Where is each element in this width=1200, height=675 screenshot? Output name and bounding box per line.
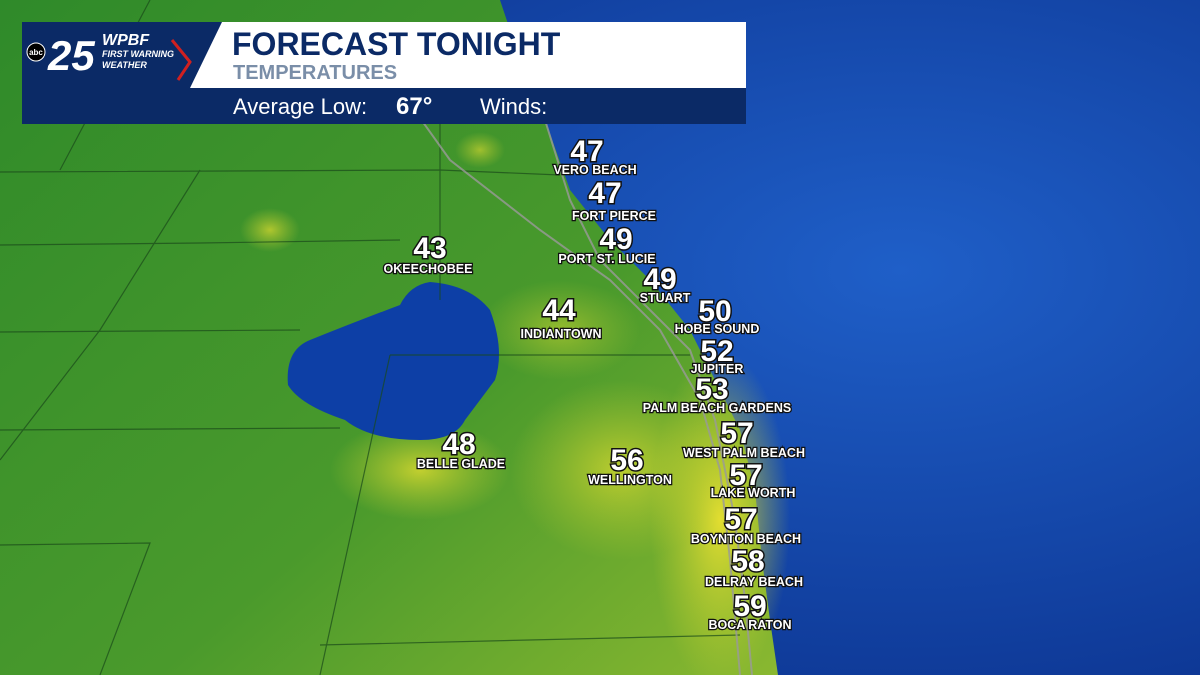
city-temperature: 53 [695,373,728,406]
city-name: HOBE SOUND [675,322,760,336]
city-temperature: 47 [588,177,621,210]
city-temperature: 49 [643,263,676,296]
city-name: BELLE GLADE [417,457,505,471]
city-name: VERO BEACH [553,163,636,177]
average-low-value: 67° [396,93,432,120]
header-bar [22,88,746,124]
city-temperature: 49 [599,223,632,256]
winds-label: Winds: [480,94,547,119]
logo-mark [170,39,192,81]
lake-okeechobee [287,282,499,440]
city-temperature: 59 [733,590,766,623]
title: FORECAST TONIGHT [232,26,561,62]
city-temperature: 43 [413,232,446,265]
city-name: DELRAY BEACH [705,575,803,589]
city-temperature: 57 [729,459,762,492]
city-temperature: 56 [610,444,643,477]
city-temperature: 48 [442,428,475,461]
station: WPBF [102,32,150,49]
network-logo [26,42,46,62]
average-low-label: Average Low: [233,94,367,119]
city-name: BOYNTON BEACH [691,532,801,546]
brand: FIRST WARNING [102,49,174,59]
channel: 25 [47,32,95,79]
city-temperature: 57 [724,503,757,536]
city-name: WEST PALM BEACH [683,446,805,460]
city-name: STUART [640,291,691,305]
subtitle: TEMPERATURES [233,62,397,84]
city-name: JUPITER [691,362,744,376]
warm-areas [240,132,790,675]
city-name: LAKE WORTH [711,486,796,500]
city-name: PORT ST. LUCIE [558,252,655,266]
city-temperature: 47 [570,135,603,168]
city-name: WELLINGTON [588,473,672,487]
city-temperature: 50 [698,295,731,328]
city-name: OKEECHOBEE [384,262,473,276]
brand: WEATHER [102,60,147,70]
city-name: INDIANTOWN [520,327,601,341]
city-temperature: 57 [720,417,753,450]
city-temperature: 58 [731,545,764,578]
roads [399,89,753,675]
city-name: PALM BEACH GARDENS [643,401,791,415]
header: abc 25 WPBF FIRST WARNING WEATHER FORECA… [22,22,746,124]
city-temperature: 52 [700,335,733,368]
city-temperature: 44 [542,294,576,327]
city-name: FORT PIERCE [572,209,656,223]
logo-panel [22,22,222,88]
network: abc [29,48,43,57]
city-name: BOCA RATON [708,618,791,632]
